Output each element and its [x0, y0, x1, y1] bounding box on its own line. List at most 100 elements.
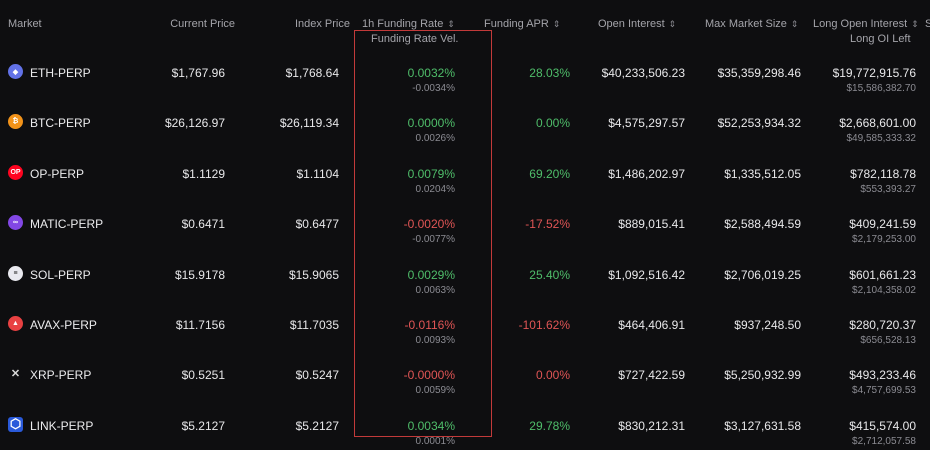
table-row[interactable]: OP OP-PERP $1.1129 $1.1104 0.0079% 0.020… [0, 148, 930, 198]
long-oi-left-value: $2,104,358.02 [852, 284, 916, 296]
long-oi-left-value: $2,179,253.00 [852, 234, 916, 246]
funding-apr-value: 0.00% [535, 116, 570, 131]
sort-icon: ⇕ [447, 19, 455, 29]
open-interest-value: $40,233,506.23 [601, 66, 685, 80]
funding-rate-velocity: 0.0026% [415, 133, 455, 145]
current-price: $11.7156 [175, 318, 225, 332]
index-price: $5.2127 [295, 418, 339, 433]
funding-rate-value: -0.0000% [403, 368, 455, 383]
market-symbol[interactable]: XRP-PERP [30, 368, 92, 383]
table-row[interactable]: ₿ BTC-PERP $26,126.97 $26,119.34 0.0000%… [0, 97, 930, 147]
col-market-header[interactable]: Market [8, 18, 42, 30]
table-row[interactable]: ≡ SOL-PERP $15.9178 $15.9065 0.0029% 0.0… [0, 249, 930, 299]
table-row[interactable]: ▲ AVAX-PERP $11.7156 $11.7035 -0.0116% 0… [0, 299, 930, 349]
col-max-market-size-label: Max Market Size [705, 18, 787, 30]
long-oi-left-value: $4,757,699.53 [852, 385, 916, 397]
market-symbol[interactable]: MATIC-PERP [30, 217, 104, 232]
funding-rate-velocity: 0.0063% [415, 284, 455, 296]
max-market-size-value: $52,253,934.32 [717, 116, 801, 131]
long-oi-left-value: $2,712,057.58 [852, 435, 916, 447]
table-row[interactable]: ✕ XRP-PERP $0.5251 $0.5247 -0.0000% 0.00… [0, 349, 930, 399]
funding-rate-velocity: -0.0034% [412, 83, 455, 94]
col-cutoff-header[interactable]: S [925, 18, 930, 30]
long-open-interest-value: $280,720.37 [849, 318, 916, 332]
col-funding-apr-header[interactable]: Funding APR ⇕ [484, 18, 560, 30]
funding-rate-value: -0.0020% [403, 217, 455, 232]
funding-rate-velocity: 0.0093% [415, 335, 455, 346]
btc-icon: ₿ [8, 114, 23, 130]
market-symbol[interactable]: SOL-PERP [30, 267, 91, 282]
table-row[interactable]: ◆ ETH-PERP $1,767.96 $1,768.64 0.0032% -… [0, 47, 930, 97]
col-long-open-interest-header[interactable]: Long Open Interest ⇕ [813, 18, 919, 30]
open-interest-value: $4,575,297.57 [608, 116, 685, 131]
table-row[interactable]: ∞ MATIC-PERP $0.6471 $0.6477 -0.0020% -0… [0, 198, 930, 248]
open-interest-value: $889,015.41 [618, 217, 685, 232]
col-long-oi-left-header[interactable]: Long OI Left [850, 33, 911, 45]
funding-apr-value: 28.03% [529, 66, 570, 80]
sort-icon: ⇕ [668, 19, 677, 29]
col-index-price-header[interactable]: Index Price [294, 18, 350, 30]
long-open-interest-value: $601,661.23 [849, 267, 916, 282]
funding-apr-value: 69.20% [529, 166, 570, 181]
long-oi-left-value: $656,528.13 [860, 335, 916, 346]
sort-icon: ⇕ [911, 19, 919, 29]
funding-rate-velocity: 0.0001% [415, 435, 455, 447]
funding-apr-value: 29.78% [529, 418, 570, 433]
link-icon: ⬡ [8, 416, 23, 432]
col-funding-rate-vel-header[interactable]: Funding Rate Vel. [371, 33, 459, 45]
market-symbol[interactable]: OP-PERP [30, 166, 85, 181]
xrp-icon: ✕ [8, 366, 23, 382]
current-price: $0.6471 [181, 217, 225, 232]
open-interest-value: $830,212.31 [618, 418, 685, 433]
market-symbol[interactable]: ETH-PERP [30, 66, 91, 80]
long-open-interest-value: $782,118.78 [850, 166, 916, 181]
market-symbol[interactable]: LINK-PERP [30, 418, 94, 433]
funding-apr-value: -17.52% [525, 217, 570, 232]
current-price: $5.2127 [181, 418, 225, 433]
max-market-size-value: $3,127,631.58 [724, 418, 801, 433]
eth-icon: ◆ [8, 64, 23, 79]
index-price: $1,768.64 [285, 66, 339, 80]
matic-icon: ∞ [8, 215, 23, 231]
long-oi-left-value: $553,393.27 [860, 183, 916, 195]
col-open-interest-header[interactable]: Open Interest ⇕ [598, 18, 676, 30]
table-header: Market Current Price Index Price 1h Fund… [0, 0, 930, 50]
market-symbol[interactable]: BTC-PERP [30, 116, 91, 131]
sort-icon: ⇕ [790, 19, 799, 29]
max-market-size-value: $2,588,494.59 [724, 217, 801, 232]
funding-rate-value: 0.0034% [407, 418, 455, 433]
current-price: $1,767.96 [171, 66, 225, 80]
long-open-interest-value: $409,241.59 [849, 217, 916, 232]
open-interest-value: $464,406.91 [618, 318, 685, 332]
max-market-size-value: $937,248.50 [734, 318, 801, 332]
max-market-size-value: $35,359,298.46 [717, 66, 801, 80]
open-interest-value: $727,422.59 [618, 368, 685, 383]
funding-apr-value: 0.00% [535, 368, 570, 383]
col-funding-rate-header[interactable]: 1h Funding Rate ⇕ [362, 18, 455, 30]
col-current-price-header[interactable]: Current Price [170, 18, 235, 30]
sol-icon: ≡ [8, 265, 23, 281]
market-symbol[interactable]: AVAX-PERP [30, 318, 97, 332]
index-price: $26,119.34 [279, 116, 339, 131]
funding-apr-value: -101.62% [518, 318, 570, 332]
long-open-interest-value: $493,233.46 [849, 368, 916, 383]
max-market-size-value: $5,250,932.99 [724, 368, 801, 383]
funding-rate-value: -0.0116% [404, 318, 455, 332]
long-oi-left-value: $49,585,333.32 [846, 133, 916, 145]
max-market-size-value: $1,335,512.05 [724, 166, 801, 181]
sort-icon: ⇕ [552, 19, 561, 29]
avax-icon: ▲ [8, 316, 23, 331]
index-price: $0.5247 [295, 368, 339, 383]
col-max-market-size-header[interactable]: Max Market Size ⇕ [705, 18, 798, 30]
open-interest-value: $1,092,516.42 [608, 267, 685, 282]
current-price: $1.1129 [182, 166, 226, 181]
col-open-interest-label: Open Interest [598, 18, 665, 30]
col-funding-rate-label: 1h Funding Rate [362, 18, 444, 30]
table-row[interactable]: ⬡ LINK-PERP $5.2127 $5.2127 0.0034% 0.00… [0, 400, 930, 450]
current-price: $0.5251 [181, 368, 225, 383]
long-open-interest-value: $19,772,915.76 [832, 66, 916, 80]
funding-rate-value: 0.0032% [407, 66, 455, 80]
long-open-interest-value: $2,668,601.00 [839, 116, 916, 131]
index-price: $0.6477 [295, 217, 339, 232]
funding-rate-velocity: 0.0204% [415, 183, 455, 195]
